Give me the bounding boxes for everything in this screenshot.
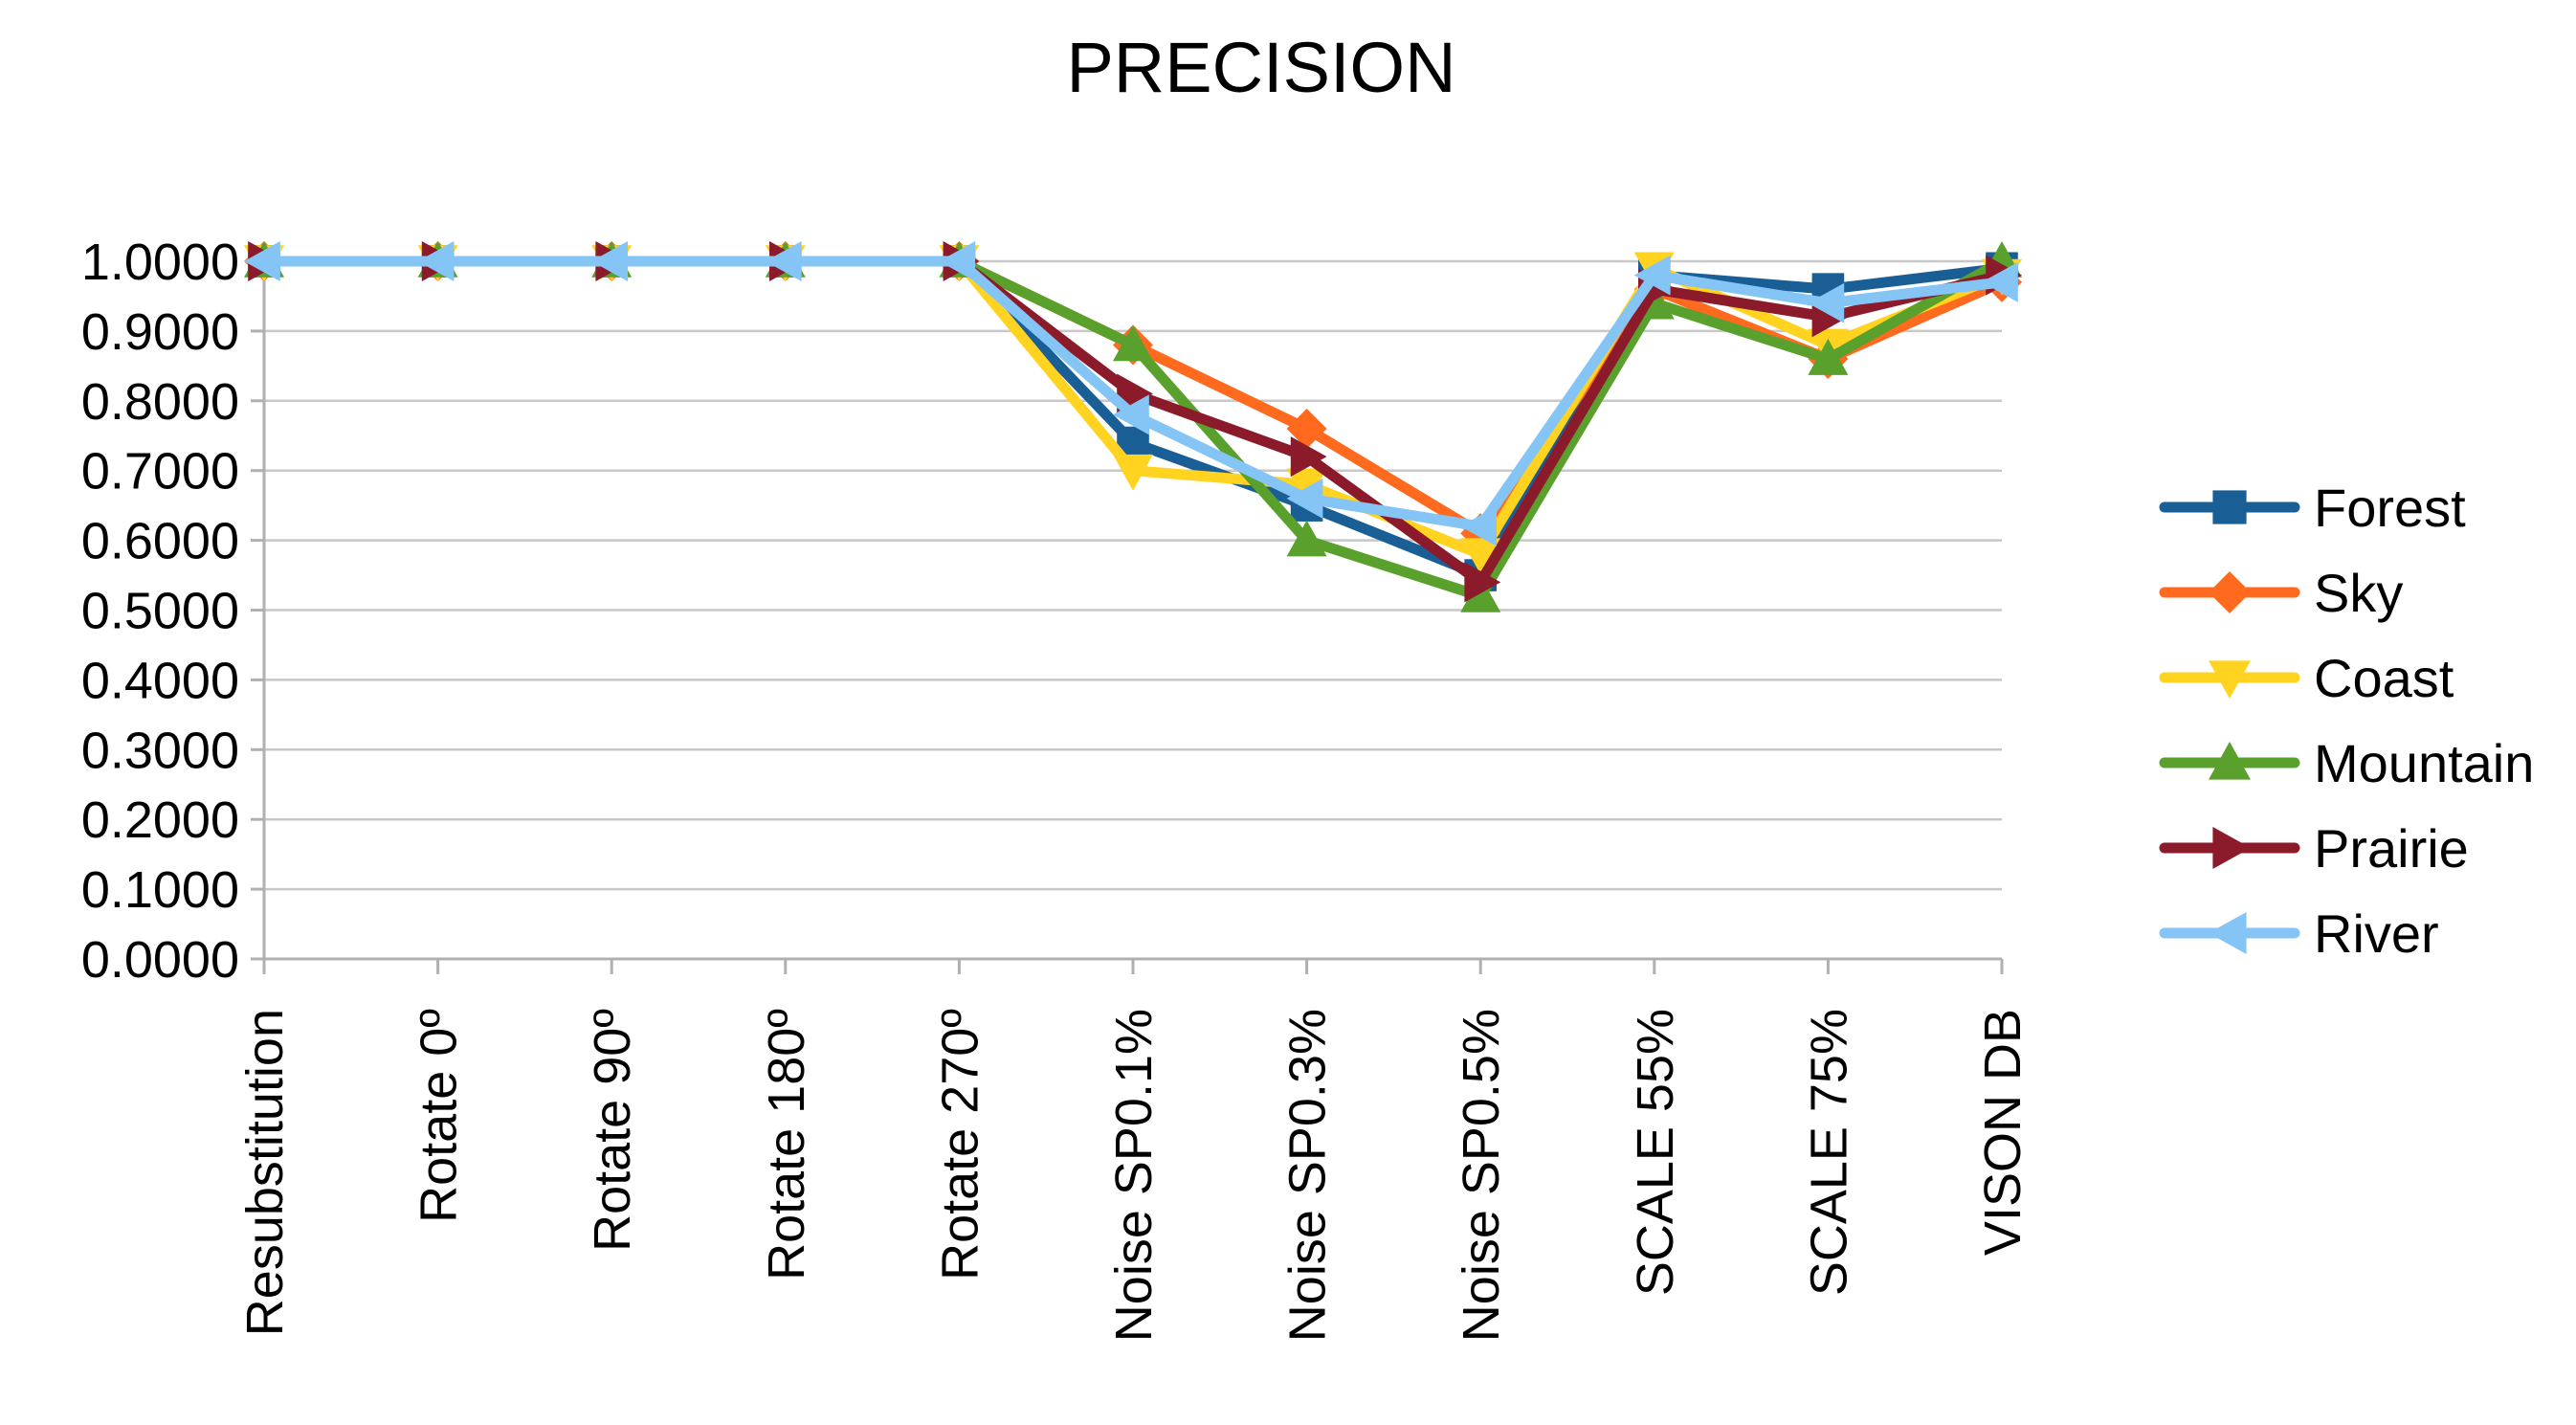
legend-marker	[2209, 742, 2251, 780]
legend-entry-prairie: Prairie	[2159, 818, 2469, 879]
x-tick-label: Resubstitution	[236, 1009, 294, 1336]
data-point-mountain	[1808, 339, 1849, 375]
x-tick-label: Noise SP0.3%	[1279, 1009, 1337, 1342]
legend-entry-river: River	[2159, 903, 2439, 964]
x-tick-label: Rotate 180º	[758, 1009, 815, 1280]
legend: Forest Sky Coast Mountain Prairie River	[2159, 478, 2534, 964]
series-river	[244, 241, 2018, 547]
data-point-coast	[1113, 454, 1153, 491]
y-tick-label: 0.6000	[81, 513, 239, 570]
data-point-river	[765, 241, 802, 281]
legend-entry-sky: Sky	[2159, 563, 2403, 623]
x-axis-ticks: Resubstitution Rotate 0º Rotate 90º Rotate …	[236, 959, 2032, 1342]
data-point-river	[417, 241, 455, 281]
data-point-river	[1633, 255, 1671, 296]
data-point-prairie	[1464, 562, 1501, 603]
legend-label: Coast	[2314, 648, 2454, 708]
y-tick-label: 0.5000	[81, 583, 239, 640]
data-point-river	[244, 241, 280, 281]
x-tick-label: VISON DB	[1974, 1009, 2032, 1256]
x-tick-label: Rotate 270º	[931, 1009, 988, 1280]
y-tick-label: 0.4000	[81, 652, 239, 709]
data-point-coast	[1460, 538, 1501, 575]
data-point-river	[939, 241, 976, 281]
y-tick-label: 0.3000	[81, 722, 239, 779]
x-tick-label: Rotate 90º	[584, 1009, 641, 1252]
legend-marker	[2209, 571, 2251, 613]
legend-label: River	[2314, 903, 2439, 964]
x-tick-label: Rotate 0º	[411, 1009, 468, 1223]
y-tick-label: 0.8000	[81, 373, 239, 431]
data-point-coast	[1286, 468, 1327, 505]
legend-entry-mountain: Mountain	[2159, 733, 2534, 793]
data-point-mountain	[1460, 575, 1501, 612]
legend-marker	[2209, 660, 2251, 699]
x-tick-label: SCALE 75%	[1800, 1009, 1857, 1296]
data-point-river	[1982, 261, 2018, 302]
y-tick-label: 0.7000	[81, 443, 239, 501]
legend-entry-forest: Forest	[2159, 478, 2466, 538]
grid-lines	[264, 259, 2002, 961]
x-tick-label: SCALE 55%	[1627, 1009, 1684, 1296]
y-tick-label: 0.0000	[81, 931, 239, 989]
data-point-river	[1286, 478, 1323, 519]
data-point-river	[1460, 506, 1497, 547]
legend-entry-coast: Coast	[2159, 648, 2454, 708]
legend-marker	[2212, 827, 2251, 869]
legend-marker	[2212, 490, 2247, 524]
y-tick-label: 0.9000	[81, 303, 239, 361]
data-point-mountain	[1286, 520, 1327, 557]
legend-label: Sky	[2314, 563, 2403, 623]
legend-label: Mountain	[2314, 733, 2534, 793]
data-point-river	[591, 241, 628, 281]
x-tick-label: Noise SP0.5%	[1453, 1009, 1510, 1342]
data-point-river	[1808, 282, 1845, 323]
x-tick-label: Noise SP0.1%	[1105, 1009, 1163, 1342]
data-point-sky	[1286, 408, 1327, 449]
legend-label: Prairie	[2314, 818, 2469, 879]
legend-label: Forest	[2314, 478, 2466, 538]
series-lines	[244, 241, 2022, 612]
y-axis-ticks: 0.0000 0.1000 0.2000 0.3000 0.4000 0.5000 0.60…	[81, 234, 264, 989]
y-tick-label: 0.1000	[81, 861, 239, 919]
data-point-mountain	[1113, 324, 1153, 362]
legend-marker	[2209, 912, 2247, 954]
y-tick-label: 0.2000	[81, 791, 239, 849]
y-tick-label: 1.0000	[81, 234, 239, 291]
data-point-prairie	[1290, 436, 1327, 478]
data-point-river	[1113, 394, 1149, 435]
chart-title: PRECISION	[1066, 28, 1455, 107]
